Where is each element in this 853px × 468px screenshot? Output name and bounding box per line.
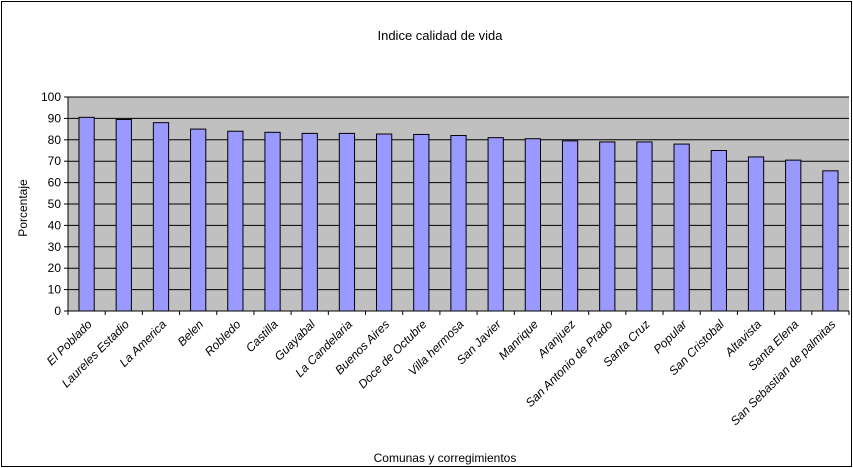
bar bbox=[375, 133, 393, 312]
bar bbox=[78, 116, 95, 312]
y-tick-label: 100 bbox=[41, 90, 61, 104]
bar bbox=[450, 135, 467, 312]
x-axis-label: Comunas y corregimientos bbox=[374, 451, 517, 465]
bars bbox=[78, 116, 839, 312]
y-tick-label: 60 bbox=[48, 176, 62, 190]
bar bbox=[599, 141, 616, 312]
y-tick-label: 90 bbox=[48, 111, 62, 125]
bar bbox=[636, 141, 653, 312]
bar bbox=[301, 132, 318, 312]
bar bbox=[487, 137, 504, 312]
y-tick-label: 0 bbox=[54, 304, 61, 318]
y-tick-labels: 0 10 20 30 40 50 60 70 80 90 100 bbox=[41, 90, 61, 318]
y-tick-label: 70 bbox=[48, 154, 62, 168]
y-tick-label: 80 bbox=[48, 133, 62, 147]
bar bbox=[822, 170, 839, 312]
bar bbox=[747, 156, 765, 312]
bar bbox=[227, 130, 244, 312]
y-tick-label: 40 bbox=[48, 218, 62, 232]
bar bbox=[115, 118, 132, 312]
bar bbox=[152, 122, 170, 312]
bar bbox=[524, 138, 542, 312]
y-tick-label: 30 bbox=[48, 240, 62, 254]
bar bbox=[338, 132, 356, 312]
y-tick-label: 10 bbox=[48, 283, 62, 297]
y-tick-label: 20 bbox=[48, 261, 62, 275]
bar bbox=[785, 159, 802, 312]
y-tick-label: 50 bbox=[48, 197, 62, 211]
bar bbox=[264, 131, 281, 312]
y-axis-label: Porcentaje bbox=[16, 179, 30, 237]
bar bbox=[710, 150, 727, 312]
chart-title: Indice calidad de vida bbox=[377, 28, 503, 43]
bar bbox=[413, 133, 430, 312]
bar bbox=[561, 140, 579, 312]
bar bbox=[673, 143, 690, 312]
axes bbox=[64, 96, 850, 315]
bar bbox=[190, 128, 207, 312]
